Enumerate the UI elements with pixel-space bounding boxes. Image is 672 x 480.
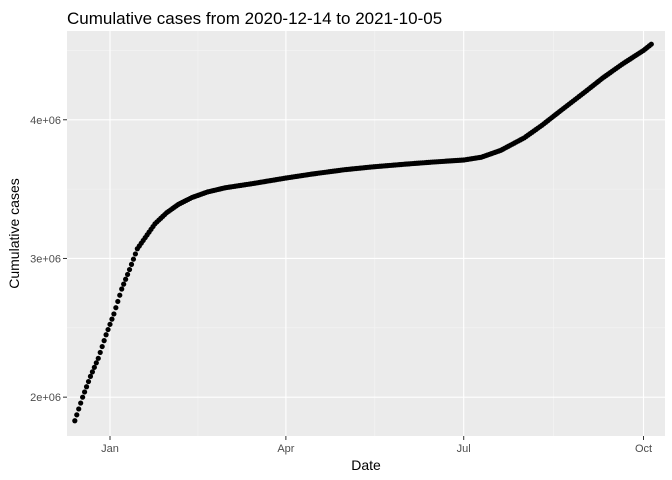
data-point bbox=[93, 360, 99, 366]
data-point bbox=[121, 281, 127, 287]
x-tick-label: Jul bbox=[457, 443, 471, 455]
data-point bbox=[203, 189, 209, 196]
x-axis-ticks: Jan Apr Jul Oct bbox=[101, 436, 652, 455]
y-axis-ticks: 2e+06 3e+06 4e+06 bbox=[30, 115, 67, 404]
data-point bbox=[107, 321, 113, 327]
data-point bbox=[115, 298, 121, 305]
data-point bbox=[617, 63, 623, 69]
data-point bbox=[427, 159, 434, 165]
data-point bbox=[220, 185, 226, 191]
data-point bbox=[476, 154, 482, 161]
data-point bbox=[132, 251, 138, 257]
data-point bbox=[80, 394, 86, 400]
data-point bbox=[187, 195, 193, 202]
y-tick-label: 4e+06 bbox=[30, 115, 61, 127]
data-point bbox=[123, 276, 129, 282]
data-points bbox=[72, 41, 654, 424]
chart-title: Cumulative cases from 2020-12-14 to 2021… bbox=[67, 9, 442, 28]
data-point bbox=[638, 49, 645, 55]
data-point bbox=[119, 286, 125, 292]
data-point bbox=[111, 311, 117, 317]
data-point bbox=[89, 369, 96, 375]
data-point bbox=[87, 373, 94, 379]
data-point bbox=[99, 343, 105, 350]
data-point bbox=[459, 157, 465, 163]
y-tick-label: 2e+06 bbox=[30, 392, 61, 404]
data-point bbox=[140, 237, 146, 244]
data-point bbox=[150, 223, 156, 230]
minor-gridlines bbox=[67, 31, 665, 436]
data-point bbox=[128, 261, 135, 267]
data-point bbox=[91, 364, 97, 370]
y-axis-title: Cumulative cases bbox=[6, 178, 22, 289]
data-point bbox=[339, 167, 346, 173]
plot-panel bbox=[67, 31, 665, 436]
data-point bbox=[124, 271, 131, 278]
data-point bbox=[496, 148, 502, 154]
data-point bbox=[85, 378, 92, 385]
data-point bbox=[76, 406, 82, 412]
data-point bbox=[400, 161, 406, 167]
data-point bbox=[646, 43, 652, 49]
data-point bbox=[126, 266, 133, 273]
data-point bbox=[580, 90, 586, 97]
x-tick-label: Oct bbox=[635, 443, 652, 455]
x-axis-title: Date bbox=[351, 457, 381, 473]
data-point bbox=[173, 203, 180, 209]
y-tick-label: 3e+06 bbox=[30, 253, 61, 265]
data-point bbox=[537, 124, 543, 130]
data-point bbox=[78, 400, 84, 406]
data-point bbox=[72, 418, 78, 424]
data-point bbox=[367, 164, 373, 170]
data-point bbox=[101, 338, 107, 344]
data-point bbox=[81, 389, 88, 395]
data-point bbox=[248, 181, 254, 187]
data-point bbox=[556, 108, 563, 115]
data-point bbox=[130, 256, 137, 262]
data-point bbox=[105, 326, 111, 333]
data-point bbox=[308, 171, 314, 177]
data-point bbox=[597, 77, 604, 83]
x-tick-label: Jan bbox=[101, 443, 119, 455]
data-point bbox=[109, 316, 115, 322]
data-point bbox=[519, 136, 525, 142]
data-point bbox=[162, 211, 168, 218]
data-point bbox=[113, 305, 119, 311]
data-point bbox=[281, 175, 287, 181]
x-tick-label: Apr bbox=[277, 443, 294, 455]
data-point bbox=[74, 412, 80, 418]
data-point bbox=[103, 332, 109, 338]
data-point bbox=[117, 292, 123, 298]
data-point bbox=[97, 349, 103, 356]
major-gridlines bbox=[67, 31, 665, 436]
data-point bbox=[95, 355, 101, 361]
data-point bbox=[83, 384, 90, 390]
